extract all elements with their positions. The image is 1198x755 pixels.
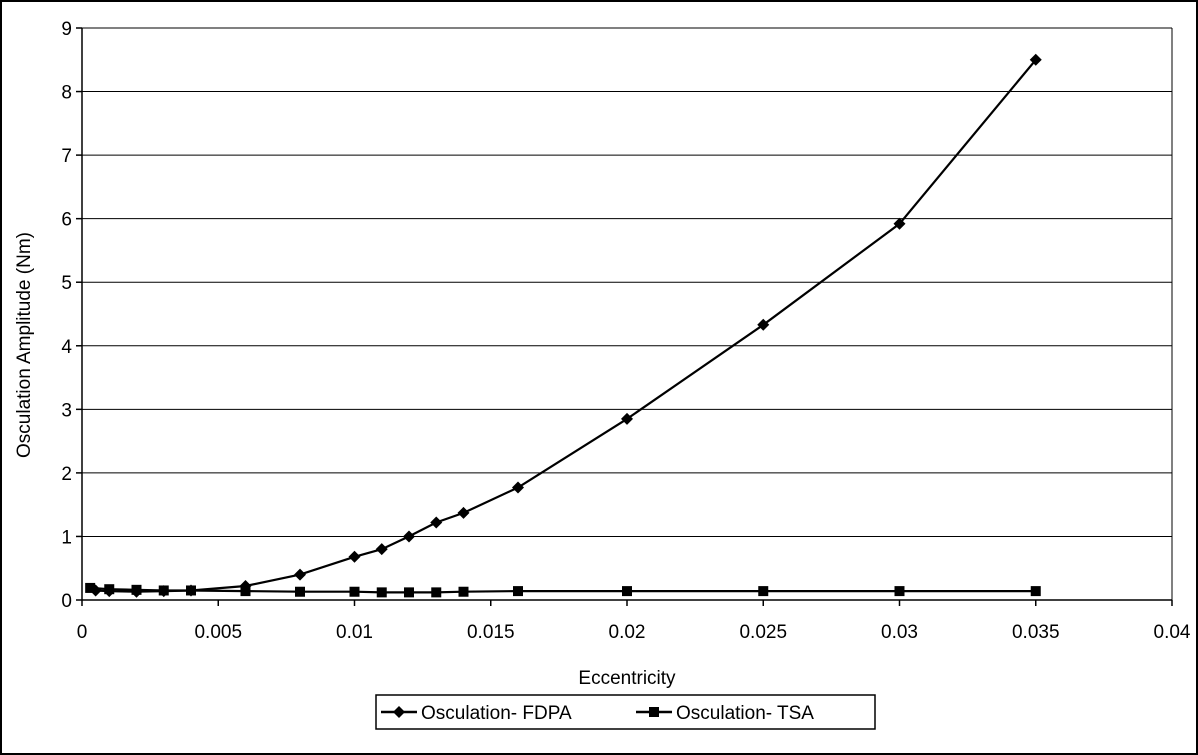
data-point-square [158,585,169,596]
x-tick-label: 0.005 [194,622,242,643]
y-tick-label: 3 [61,400,72,421]
series-line [95,59,1037,593]
y-tick-labels: 0 1 2 3 4 5 6 7 8 9 [61,19,72,612]
y-tick-label: 4 [61,337,72,358]
data-point-diamond [294,568,306,581]
data-point-diamond [893,217,906,230]
data-point-diamond [757,318,770,331]
series-fdpa [89,53,1042,598]
y-tick-label: 9 [61,19,72,40]
data-point-square [431,587,442,598]
x-tick-label: 0.03 [881,622,918,643]
legend-marker-fdpa [393,706,405,718]
y-tick-label: 0 [61,591,72,612]
legend-label-tsa: Osculation- TSA [676,703,814,724]
legend-marker-tsa [649,707,659,717]
data-point-square [186,585,196,596]
data-point-square [404,587,414,598]
data-point-diamond [621,412,633,425]
data-point-square [894,586,905,597]
data-point-diamond [1029,53,1042,66]
data-point-square [349,586,360,597]
y-tick-label: 1 [61,527,72,548]
x-tick-label: 0.02 [609,622,646,643]
x-tick-label: 0.015 [467,622,515,643]
x-tick-label: 0.01 [336,622,373,643]
data-point-square [240,586,251,597]
series-tsa [85,582,1041,598]
legend: Osculation- FDPA Osculation- TSA [375,694,876,730]
data-point-square [104,584,115,595]
data-point-square [85,582,96,593]
data-point-diamond [375,543,388,556]
x-tick-labels: 0 0.005 0.01 0.015 0.02 0.025 0.03 0.035 0.04 [77,622,1191,643]
grid-lines [82,27,1172,537]
x-tick-label: 0 [77,622,88,643]
data-point-square [1030,586,1041,597]
legend-box [375,694,876,730]
data-point-diamond [403,530,415,543]
data-point-square [513,586,523,597]
data-point-square [131,584,142,595]
data-point-diamond [457,506,470,519]
data-point-square [458,586,469,597]
x-axis-title: Eccentricity [578,668,676,689]
series-line [90,586,1036,594]
x-tick-label: 0.025 [739,622,787,643]
data-point-diamond [430,516,443,529]
axes [76,27,1173,606]
y-axis-title: Osculation Amplitude (Nm) [14,232,35,458]
data-point-diamond [512,481,524,494]
y-tick-label: 7 [61,146,72,167]
y-tick-label: 2 [61,464,72,485]
data-point-square [758,586,769,597]
data-point-square [376,587,387,598]
x-tick-label: 0.04 [1154,622,1191,643]
legend-label-fdpa: Osculation- FDPA [421,703,572,724]
y-tick-label: 5 [61,273,72,294]
y-tick-label: 6 [61,210,72,231]
y-tick-label: 8 [61,83,72,104]
data-point-square [622,586,632,597]
series-group [85,53,1042,598]
x-tick-label: 0.035 [1012,622,1060,643]
data-point-square [295,586,305,597]
data-point-diamond [348,550,361,563]
